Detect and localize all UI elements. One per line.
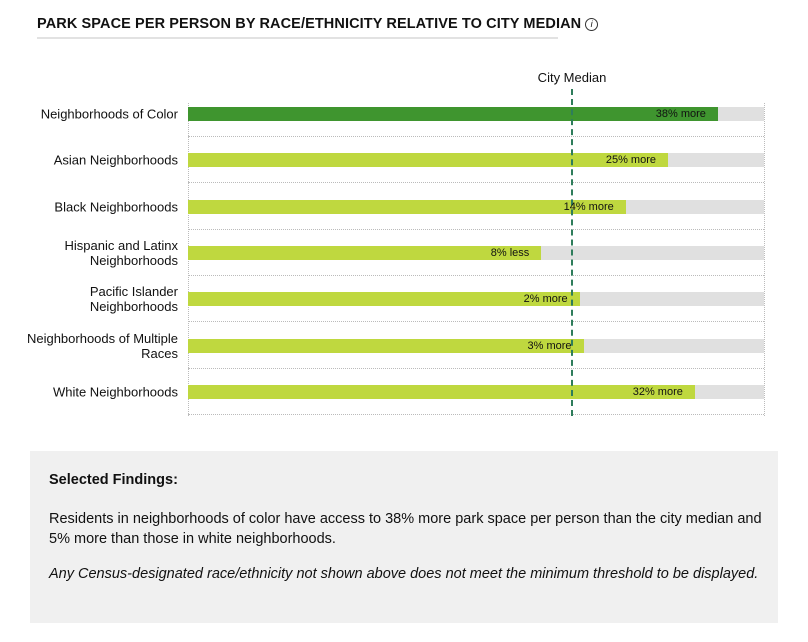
bar-value-label: 25% more — [605, 154, 656, 167]
row-separator — [188, 228, 764, 230]
bar-row: Hispanic and Latinx Neighborhoods 8% les… — [0, 230, 808, 276]
bar-row: Neighborhoods of Multiple Races 3% more — [0, 323, 808, 369]
bar-value-label: 32% more — [632, 385, 683, 398]
bar-track: 2% more — [188, 292, 764, 307]
bar-value-label: 38% more — [655, 108, 706, 120]
bar-row: Pacific Islander Neighborhoods 2% more — [0, 276, 808, 323]
bar[interactable]: 38% more — [188, 107, 718, 121]
bar-value-label: 14% more — [563, 200, 614, 213]
category-label: Asian Neighborhoods — [53, 152, 178, 168]
city-median-label: City Median — [537, 70, 607, 85]
category-label: Neighborhoods of Color — [40, 106, 178, 122]
bar-row: Asian Neighborhoods 25% more — [0, 137, 808, 184]
city-median-line — [571, 89, 573, 416]
findings-text: Residents in neighborhoods of color have… — [49, 511, 762, 547]
chart-title: PARK SPACE PER PERSON BY RACE/ETHNICITY … — [37, 16, 599, 39]
category-label: Black Neighborhoods — [54, 199, 178, 215]
bar-row: Black Neighborhoods 14% more — [0, 184, 808, 230]
selected-findings-panel: Selected Findings: Residents in neighbor… — [30, 451, 778, 623]
bar-value-label: 3% more — [527, 339, 572, 352]
row-separator — [188, 274, 764, 276]
bar-row: Neighborhoods of Color 38% more — [0, 91, 808, 137]
chart-title-text: PARK SPACE PER PERSON BY RACE/ETHNICITY … — [37, 16, 582, 32]
bar[interactable]: 14% more — [188, 199, 626, 214]
findings-note: Any Census-designated race/ethnicity not… — [49, 566, 759, 582]
row-separator — [188, 182, 764, 184]
bar-value-label: 8% less — [490, 246, 530, 259]
bar-track: 32% more — [188, 384, 764, 399]
bar[interactable]: 3% more — [188, 338, 584, 353]
category-label: Neighborhoods of Multiple Races — [26, 330, 178, 361]
bar-track: 8% less — [188, 245, 764, 260]
bar[interactable]: 25% more — [188, 153, 668, 168]
row-separator — [188, 413, 764, 415]
category-label: Pacific Islander Neighborhoods — [89, 284, 178, 315]
findings-heading: Selected Findings: — [49, 472, 178, 488]
row-separator — [188, 136, 764, 137]
bar-track: 38% more — [188, 107, 764, 121]
bar[interactable]: 32% more — [188, 384, 695, 399]
category-label: White Neighborhoods — [52, 384, 178, 400]
bar-value-label: 2% more — [523, 293, 568, 306]
bar-track: 3% more — [188, 338, 764, 353]
bar[interactable]: 8% less — [188, 245, 542, 260]
chart-right-border — [764, 103, 765, 416]
row-separator — [188, 367, 764, 369]
bar-track: 14% more — [188, 199, 764, 214]
bar-row: White Neighborhoods 32% more — [0, 369, 808, 415]
row-separator — [188, 321, 764, 323]
bar[interactable]: 2% more — [188, 292, 580, 307]
category-label: Hispanic and Latinx Neighborhoods — [64, 237, 178, 268]
info-icon[interactable]: i — [585, 18, 599, 31]
bar-track: 25% more — [188, 153, 764, 168]
